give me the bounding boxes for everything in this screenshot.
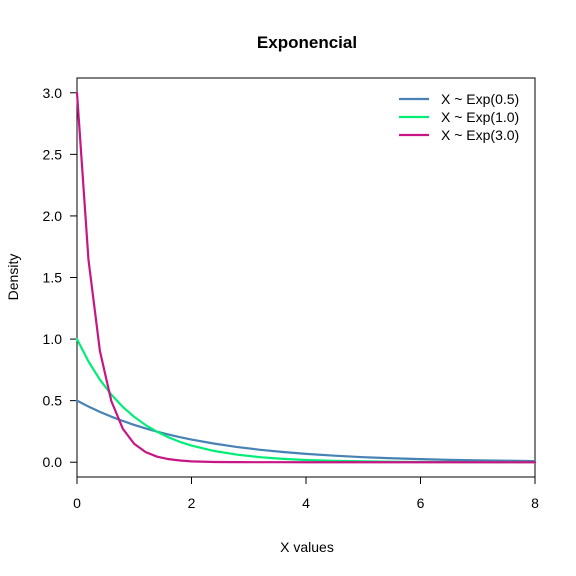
chart-title: Exponencial xyxy=(257,33,357,52)
x-tick-label: 0 xyxy=(73,495,81,511)
y-tick-label: 2.5 xyxy=(43,146,63,162)
y-tick-label: 0.0 xyxy=(43,454,63,470)
y-axis-label: Density xyxy=(5,254,21,301)
x-axis-label: X values xyxy=(280,539,334,555)
y-tick-label: 0.5 xyxy=(43,393,63,409)
y-tick-label: 1.5 xyxy=(43,270,63,286)
series-line-1 xyxy=(75,337,537,464)
series-line-2 xyxy=(75,91,537,464)
x-tick-label: 4 xyxy=(302,495,310,511)
x-axis: 0 2 4 6 8 xyxy=(73,477,539,511)
y-axis: 0.0 0.5 1.0 1.5 2.0 2.5 3.0 xyxy=(43,85,77,470)
x-tick-label: 6 xyxy=(417,495,425,511)
x-tick-label: 8 xyxy=(531,495,539,511)
legend-label-2: X ~ Exp(3.0) xyxy=(441,127,519,143)
legend: X ~ Exp(0.5) X ~ Exp(1.0) X ~ Exp(3.0) xyxy=(399,91,519,143)
y-tick-label: 3.0 xyxy=(43,85,63,101)
y-tick-label: 1.0 xyxy=(43,331,63,347)
legend-label-0: X ~ Exp(0.5) xyxy=(441,91,519,107)
series-layer xyxy=(75,91,537,464)
legend-label-1: X ~ Exp(1.0) xyxy=(441,109,519,125)
y-tick-label: 2.0 xyxy=(43,208,63,224)
x-tick-label: 2 xyxy=(188,495,196,511)
series-line-0 xyxy=(75,399,537,463)
